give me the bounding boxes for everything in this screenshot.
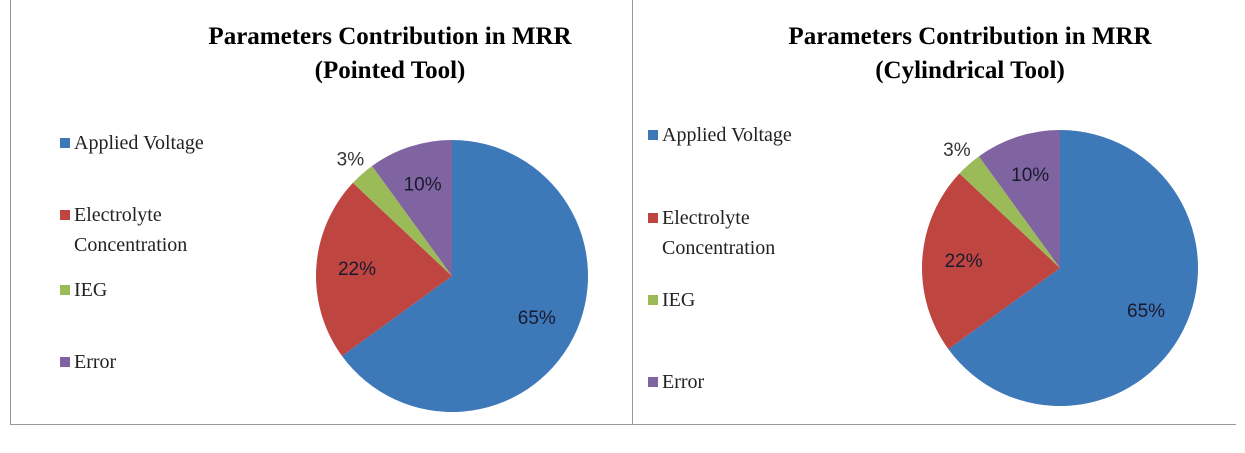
data-label: 22%: [338, 259, 376, 280]
pie-slice: [352, 165, 452, 276]
legend-item: Electrolyte Concentration: [60, 200, 264, 260]
data-label: 3%: [337, 150, 365, 171]
legend-label: Electrolyte Concentration: [662, 207, 776, 259]
pie-slice: [922, 173, 1060, 350]
data-label: 22%: [945, 251, 983, 272]
legend-label: Electrolyte Concentration: [74, 204, 188, 256]
legend-item: Electrolyte Concentration: [648, 203, 852, 263]
legend-item: Error: [648, 367, 852, 397]
pie-slice: [959, 156, 1060, 268]
pie-slice: [948, 130, 1199, 407]
legend-swatch: [648, 295, 658, 305]
legend-label: Applied Voltage: [74, 132, 204, 154]
data-label: 65%: [1127, 301, 1165, 322]
pie-slice: [316, 182, 452, 356]
pie-slice: [341, 140, 589, 412]
legend-label: Error: [74, 351, 117, 373]
legend-swatch: [60, 285, 70, 295]
panel: [10, 0, 633, 425]
legend-swatch: [648, 213, 658, 223]
legend-item: Error: [60, 347, 264, 377]
legend-item: Applied Voltage: [648, 120, 852, 150]
legend-swatch: [60, 210, 70, 220]
legend-swatch: [648, 130, 658, 140]
chart-subtitle: (Pointed Tool): [314, 57, 466, 84]
chart-title: Parameters Contribution in MRR: [788, 23, 1152, 50]
legend-label: IEG: [662, 289, 696, 311]
legend-swatch: [60, 357, 70, 367]
data-label: 10%: [404, 174, 442, 195]
panel: [632, 0, 1236, 425]
legend-item: IEG: [60, 275, 264, 305]
legend-label: IEG: [74, 279, 108, 301]
chart-subtitle: (Cylindrical Tool): [875, 57, 1065, 84]
legend-label: Error: [662, 371, 705, 393]
legend-label: Applied Voltage: [662, 124, 792, 146]
chart-title: Parameters Contribution in MRR: [208, 23, 572, 50]
data-label: 10%: [1011, 165, 1049, 186]
legend-swatch: [60, 138, 70, 148]
pie-slice: [372, 140, 452, 276]
legend-swatch: [648, 377, 658, 387]
pie-slice: [978, 130, 1060, 268]
legend-item: Applied Voltage: [60, 128, 264, 158]
legend-item: IEG: [648, 285, 852, 315]
data-label: 3%: [943, 140, 971, 161]
data-label: 65%: [518, 308, 556, 329]
